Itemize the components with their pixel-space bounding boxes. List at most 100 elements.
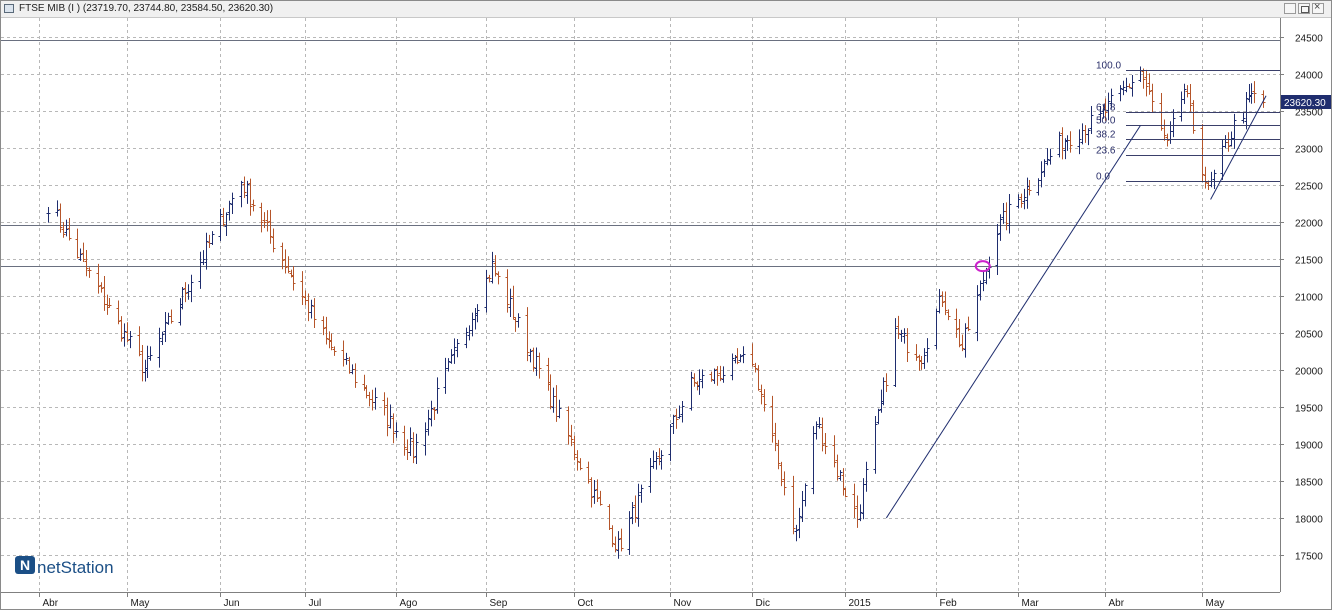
ohlc-bar: [78, 248, 83, 261]
ohlc-bar: [1007, 193, 1012, 234]
ohlc-bar: [595, 479, 600, 503]
minimize-button[interactable]: [1284, 3, 1296, 14]
ohlc-bar: [864, 461, 869, 492]
ohlc-bar: [291, 265, 296, 291]
ohlc-bar: [324, 316, 329, 345]
y-axis-tick-label: 24000: [1295, 71, 1323, 82]
plot-area[interactable]: [1, 18, 1280, 592]
y-axis-tick-label: 18000: [1295, 515, 1323, 526]
ohlc-bar: [251, 199, 256, 212]
ohlc-bar: [1103, 98, 1108, 121]
ohlc-bar: [145, 345, 150, 378]
restore-button[interactable]: [1298, 3, 1310, 14]
ohlc-bar: [697, 369, 702, 395]
ohlc-bar: [1106, 92, 1111, 121]
ohlc-bar: [280, 242, 285, 270]
ohlc-bar: [838, 470, 843, 481]
ohlc-bar: [566, 406, 571, 445]
ohlc-bar: [616, 531, 621, 559]
ohlc-bar: [218, 208, 223, 242]
ohlc-bar: [823, 432, 828, 455]
ohlc-bar: [394, 422, 399, 438]
logo-text: netStation: [37, 558, 114, 577]
ohlc-bar: [1171, 109, 1176, 138]
ohlc-bar: [373, 387, 378, 410]
x-axis[interactable]: Abr May Jun Jul Ago Sep Oct Nov Dic 2015 Feb Mar Abr…: [39, 592, 1225, 609]
y-axis-tick-label: 20000: [1295, 367, 1323, 378]
ohlc-bar: [832, 435, 837, 468]
chart-window-icon: [4, 4, 14, 13]
x-axis-tick-label: May: [131, 598, 150, 609]
x-axis-tick-label: Oct: [578, 598, 594, 609]
ohlc-bar: [782, 471, 787, 496]
ohlc-bar: [1019, 193, 1024, 208]
ohlc-bar: [183, 282, 188, 303]
ohlc-bar: [569, 424, 574, 447]
ohlc-bar: [487, 274, 492, 283]
ohlc-bar: [619, 528, 624, 552]
x-axis-tick-label: Feb: [940, 598, 958, 609]
fibonacci-retracement[interactable]: 100.0 61.8 50.0 38.2 23.6 0.0: [1096, 61, 1280, 183]
ohlc-bar: [896, 315, 901, 340]
ohlc-bar: [633, 495, 638, 523]
close-button[interactable]: ×: [1312, 1, 1324, 14]
ohlc-bar: [902, 328, 907, 344]
ohlc-bar: [975, 285, 980, 342]
ohlc-bar: [557, 399, 562, 419]
ohlc-bar: [452, 338, 457, 364]
ohlc-bar: [248, 178, 253, 216]
x-axis-tick-label: Abr: [1109, 598, 1125, 609]
window-title-bar[interactable]: FTSE MIB (I ) (23719.70, 23744.80, 23584…: [1, 1, 1331, 18]
x-axis-tick-label: Ago: [400, 598, 418, 609]
ohlc-bar: [966, 316, 971, 332]
ohlc-bar: [738, 354, 743, 363]
ohlc-bar: [1098, 106, 1103, 123]
ohlc-bar: [262, 212, 267, 228]
logo-mark: [15, 556, 35, 574]
y-axis-tick-label: 20500: [1295, 330, 1323, 341]
trend-line[interactable]: [885, 125, 1141, 519]
price-chart[interactable]: 100.0 61.8 50.0 38.2 23.6 0.0 17500 18000 18500…: [1, 18, 1331, 609]
ohlc-bar: [718, 365, 723, 382]
ohlc-bar: [1150, 83, 1155, 113]
ohlc-bar: [1241, 113, 1246, 124]
x-axis-tick-label: Jul: [309, 598, 322, 609]
ohlc-bar: [210, 231, 215, 245]
horizontal-levels: [1, 40, 1280, 267]
ohlc-bar: [1057, 131, 1062, 158]
y-axis-tick-label: 24500: [1295, 34, 1323, 45]
ohlc-bar: [741, 346, 746, 364]
ohlc-bar: [575, 450, 580, 471]
ohlc-bar: [668, 424, 673, 462]
trend-line[interactable]: [1210, 95, 1267, 200]
fib-level-label: 61.8: [1096, 103, 1116, 114]
ohlc-bar: [1249, 83, 1254, 104]
ohlc-bar: [692, 373, 697, 387]
ohlc-bar: [116, 300, 121, 325]
ohlc-bar: [613, 536, 618, 553]
fib-level-label: 0.0: [1096, 172, 1110, 183]
ohlc-bar: [189, 274, 194, 303]
ohlc-bar: [858, 504, 863, 522]
y-axis-tick-label: 23000: [1295, 145, 1323, 156]
ohlc-bar: [283, 249, 288, 274]
y-axis[interactable]: 17500 18000 18500 19000 19500 20000 20500 21000…: [1280, 34, 1323, 563]
ohlc-bar: [677, 405, 682, 419]
ohlc-bar: [1089, 106, 1094, 134]
ohlc-bar: [528, 348, 533, 363]
ohlc-bar: [1188, 84, 1193, 112]
ohlc-bar: [884, 373, 889, 393]
ohlc-bar: [852, 483, 857, 519]
ohlc-bar: [756, 365, 761, 391]
ohlc-bar: [914, 344, 919, 361]
ohlc-bar: [435, 377, 440, 414]
ohlc-bar: [630, 502, 635, 525]
trend-lines[interactable]: [885, 95, 1267, 519]
ohlc-bar: [937, 288, 942, 314]
last-price-tag: 23620.30: [1281, 95, 1331, 109]
ohlc-bar: [96, 263, 101, 294]
ohlc-bar: [1141, 68, 1146, 89]
ohlc-bar: [922, 348, 927, 369]
ohlc-bar: [402, 425, 407, 456]
ohlc-bar: [1182, 83, 1187, 104]
